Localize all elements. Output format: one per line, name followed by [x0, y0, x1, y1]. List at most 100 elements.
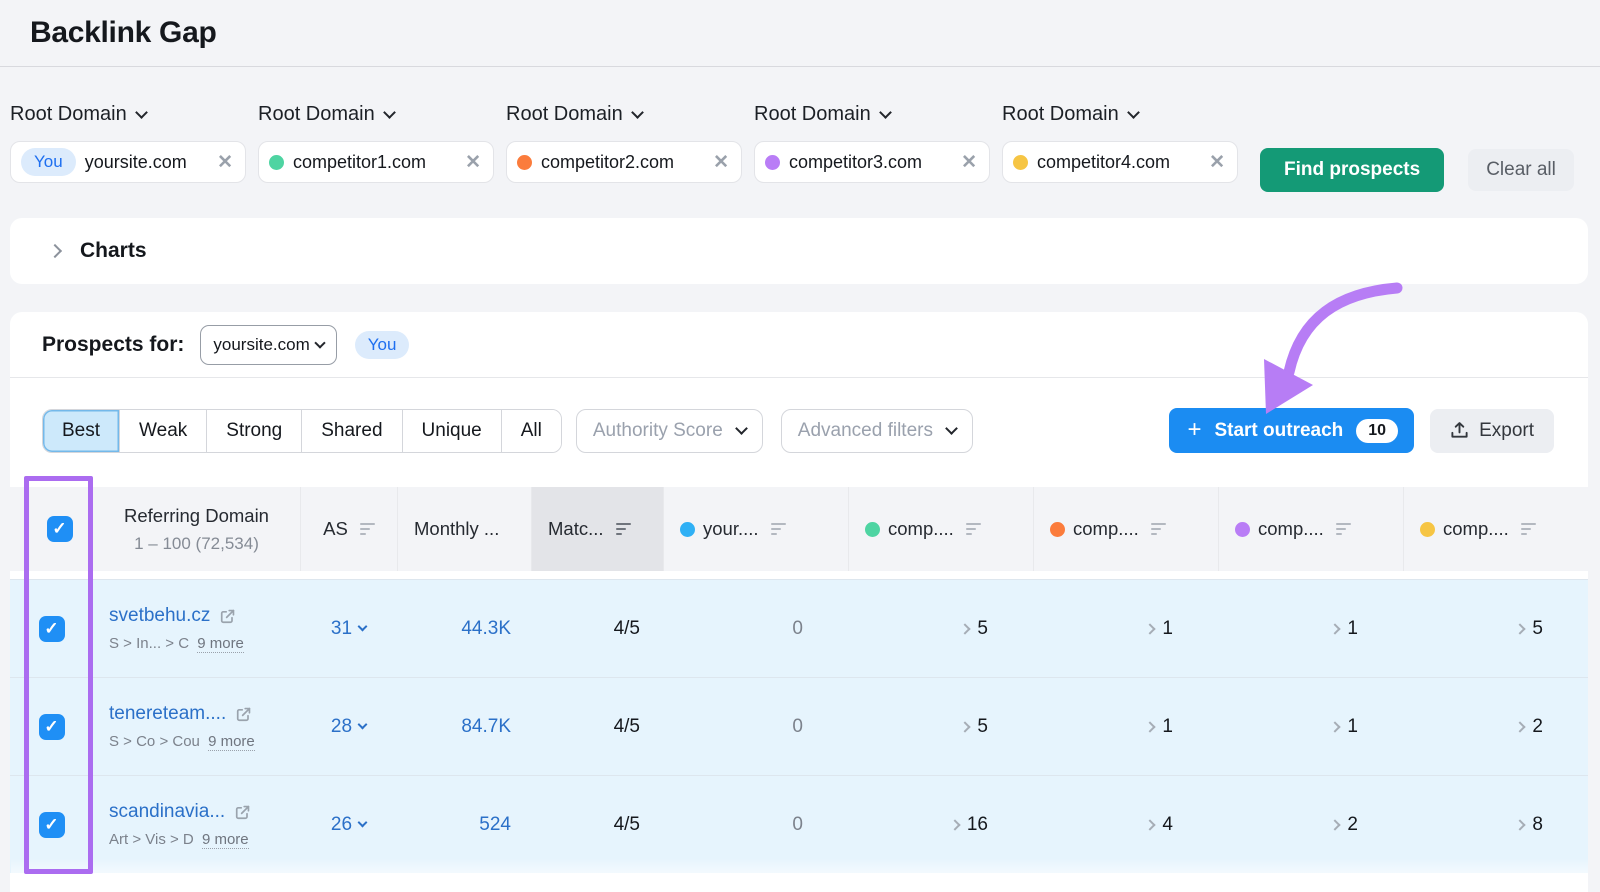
tab-best[interactable]: Best — [43, 409, 120, 452]
prospects-for-row: Prospects for: yoursite.com You — [10, 312, 1588, 378]
column-yoursite[interactable]: your.... — [663, 487, 848, 571]
authority-score-dropdown[interactable]: Authority Score — [575, 408, 763, 453]
category-path: Art > Vis > D 9 more — [109, 831, 249, 849]
competitor2-backlinks-cell[interactable]: 1 — [1033, 678, 1218, 775]
sort-icon — [359, 522, 375, 536]
root-domain-dropdown[interactable]: Root Domain — [1002, 103, 1238, 126]
prospects-card: Prospects for: yoursite.com You Best Wea… — [10, 312, 1588, 892]
competitor3-dot-icon — [1235, 521, 1250, 537]
domain-chip-competitor4[interactable]: competitor4.com ✕ — [1002, 141, 1238, 183]
chevron-right-icon — [1329, 622, 1342, 635]
row-range-label: 1 – 100 (72,534) — [134, 533, 259, 553]
root-domain-dropdown[interactable]: Root Domain — [10, 103, 246, 126]
row-checkbox[interactable]: ✓ — [10, 580, 93, 677]
domain-chip-competitor2[interactable]: competitor2.com ✕ — [506, 141, 742, 183]
matches-cell: 4/5 — [613, 813, 640, 835]
external-link-icon[interactable] — [235, 706, 252, 723]
more-categories-link[interactable]: 9 more — [208, 733, 255, 751]
filter-group-competitor1: Root Domain competitor1.com ✕ — [258, 103, 494, 183]
sort-icon — [1520, 522, 1536, 536]
chevron-right-icon — [1329, 720, 1342, 733]
competitor1-backlinks-cell[interactable]: 5 — [848, 678, 1033, 775]
export-button[interactable]: Export — [1430, 408, 1554, 453]
root-domain-dropdown[interactable]: Root Domain — [754, 103, 990, 126]
column-competitor1[interactable]: comp.... — [848, 487, 1033, 571]
page-header: Backlink Gap — [0, 0, 1600, 67]
table-header-row: ✓ Referring Domain 1 – 100 (72,534) AS M… — [10, 487, 1588, 571]
clear-all-button[interactable]: Clear all — [1468, 149, 1574, 191]
column-authority-score[interactable]: AS — [300, 487, 397, 571]
find-prospects-button[interactable]: Find prospects — [1260, 148, 1445, 192]
start-outreach-button[interactable]: + Start outreach 10 — [1169, 408, 1415, 453]
column-matches-sorted[interactable]: Matc... — [531, 487, 663, 571]
competitor4-dot-icon — [1420, 521, 1435, 537]
close-icon[interactable]: ✕ — [1209, 151, 1225, 173]
monthly-visits-cell[interactable]: 84.7K — [461, 715, 511, 737]
competitor4-backlinks-cell[interactable]: 8 — [1403, 776, 1588, 873]
competitor3-backlinks-cell[interactable]: 1 — [1218, 580, 1403, 677]
sort-icon — [1150, 522, 1166, 536]
close-icon[interactable]: ✕ — [713, 151, 729, 173]
competitor3-backlinks-cell[interactable]: 1 — [1218, 678, 1403, 775]
domain-chip-competitor3[interactable]: competitor3.com ✕ — [754, 141, 990, 183]
column-competitor2[interactable]: comp.... — [1033, 487, 1218, 571]
competitor4-backlinks-cell[interactable]: 5 — [1403, 580, 1588, 677]
external-link-icon[interactable] — [234, 804, 251, 821]
domain-chip-yoursite[interactable]: You yoursite.com ✕ — [10, 141, 246, 183]
close-icon[interactable]: ✕ — [961, 151, 977, 173]
select-all-checkbox[interactable]: ✓ — [10, 487, 93, 571]
monthly-visits-cell[interactable]: 44.3K — [461, 617, 511, 639]
external-link-icon[interactable] — [219, 608, 236, 625]
chevron-right-icon — [1514, 720, 1527, 733]
competitor3-backlinks-cell[interactable]: 2 — [1218, 776, 1403, 873]
yoursite-backlinks-cell: 0 — [792, 813, 803, 835]
sort-icon — [770, 522, 786, 536]
domain-link[interactable]: tenereteam.... — [109, 703, 227, 724]
close-icon[interactable]: ✕ — [465, 151, 481, 173]
column-competitor3[interactable]: comp.... — [1218, 487, 1403, 571]
chevron-down-icon — [357, 817, 368, 828]
root-domain-dropdown[interactable]: Root Domain — [258, 103, 494, 126]
tab-strong[interactable]: Strong — [206, 409, 302, 452]
authority-score-cell[interactable]: 28 — [300, 678, 397, 775]
more-categories-link[interactable]: 9 more — [197, 635, 244, 653]
close-icon[interactable]: ✕ — [217, 151, 233, 173]
plus-icon: + — [1187, 415, 1202, 443]
more-categories-link[interactable]: 9 more — [201, 831, 249, 849]
table-header-gap — [10, 571, 1588, 579]
tab-unique[interactable]: Unique — [401, 409, 501, 452]
competitor2-backlinks-cell[interactable]: 1 — [1033, 580, 1218, 677]
chevron-right-icon — [47, 243, 63, 259]
chevron-down-icon — [1126, 106, 1140, 119]
prospects-domain-select[interactable]: yoursite.com — [200, 324, 337, 365]
competitor1-backlinks-cell[interactable]: 5 — [848, 580, 1033, 677]
column-competitor4[interactable]: comp.... — [1403, 487, 1588, 571]
domain-chip-competitor1[interactable]: competitor1.com ✕ — [258, 141, 494, 183]
domain-link[interactable]: scandinavia... — [109, 801, 226, 822]
upload-icon — [1451, 422, 1468, 438]
filter-group-competitor4: Root Domain competitor4.com ✕ — [1002, 103, 1238, 183]
tab-shared[interactable]: Shared — [301, 409, 402, 452]
column-monthly-visits[interactable]: Monthly ... — [397, 487, 531, 571]
tab-weak[interactable]: Weak — [119, 409, 207, 452]
competitor4-backlinks-cell[interactable]: 2 — [1403, 678, 1588, 775]
authority-score-cell[interactable]: 31 — [300, 580, 397, 677]
row-checkbox[interactable]: ✓ — [10, 776, 93, 873]
row-checkbox[interactable]: ✓ — [10, 678, 93, 775]
domain-link[interactable]: svetbehu.cz — [109, 605, 211, 626]
advanced-filters-dropdown[interactable]: Advanced filters — [780, 408, 973, 453]
root-domain-dropdown[interactable]: Root Domain — [506, 103, 742, 126]
charts-section-toggle[interactable]: Charts — [10, 218, 1588, 284]
competitor2-backlinks-cell[interactable]: 4 — [1033, 776, 1218, 873]
column-referring-domain[interactable]: Referring Domain 1 – 100 (72,534) — [124, 504, 269, 553]
competitor1-backlinks-cell[interactable]: 16 — [848, 776, 1033, 873]
sort-icon — [1335, 522, 1351, 536]
monthly-visits-cell[interactable]: 524 — [479, 813, 511, 835]
filter-group-you: Root Domain You yoursite.com ✕ — [10, 103, 246, 183]
authority-score-cell[interactable]: 26 — [300, 776, 397, 873]
sort-icon — [615, 522, 631, 536]
chevron-down-icon — [382, 106, 396, 119]
tab-all[interactable]: All — [500, 409, 561, 452]
referring-domain-cell: scandinavia... Art > Vis > D 9 more — [93, 776, 300, 873]
